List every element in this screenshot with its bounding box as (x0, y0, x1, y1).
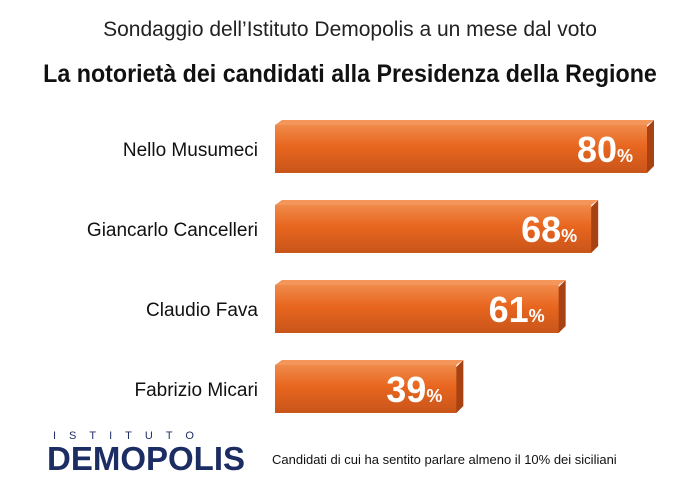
bar (275, 125, 647, 173)
data-label: 68% (521, 209, 577, 250)
data-label: 61% (489, 289, 545, 330)
bar-top (275, 120, 654, 125)
bar (275, 365, 457, 413)
bar-top (275, 280, 566, 285)
bar-top (275, 360, 464, 365)
chart-title: La notorietà dei candidati alla Presiden… (43, 60, 657, 88)
chart-subtitle: Sondaggio dell’Istituto Demopolis a un m… (103, 18, 597, 41)
chart-footnote: Candidati di cui ha sentito parlare alme… (272, 452, 617, 467)
bar-chart: Nello Musumeci 80% Giancarlo Cancelleri 68%… (87, 120, 654, 413)
logo-main-text: DEMOPOLIS (47, 440, 246, 477)
bar (275, 205, 592, 253)
bar-top (275, 200, 599, 205)
demopolis-logo: ISTITUTO DEMOPOLIS (45, 430, 260, 480)
bar (275, 285, 559, 333)
category-label: Giancarlo Cancelleri (87, 220, 258, 241)
category-label: Claudio Fava (146, 300, 258, 321)
logo-top-text: ISTITUTO (53, 430, 207, 442)
data-label: 39% (386, 369, 442, 410)
category-label: Fabrizio Micari (134, 380, 258, 401)
category-label: Nello Musumeci (123, 140, 258, 161)
data-label: 80% (577, 129, 633, 170)
